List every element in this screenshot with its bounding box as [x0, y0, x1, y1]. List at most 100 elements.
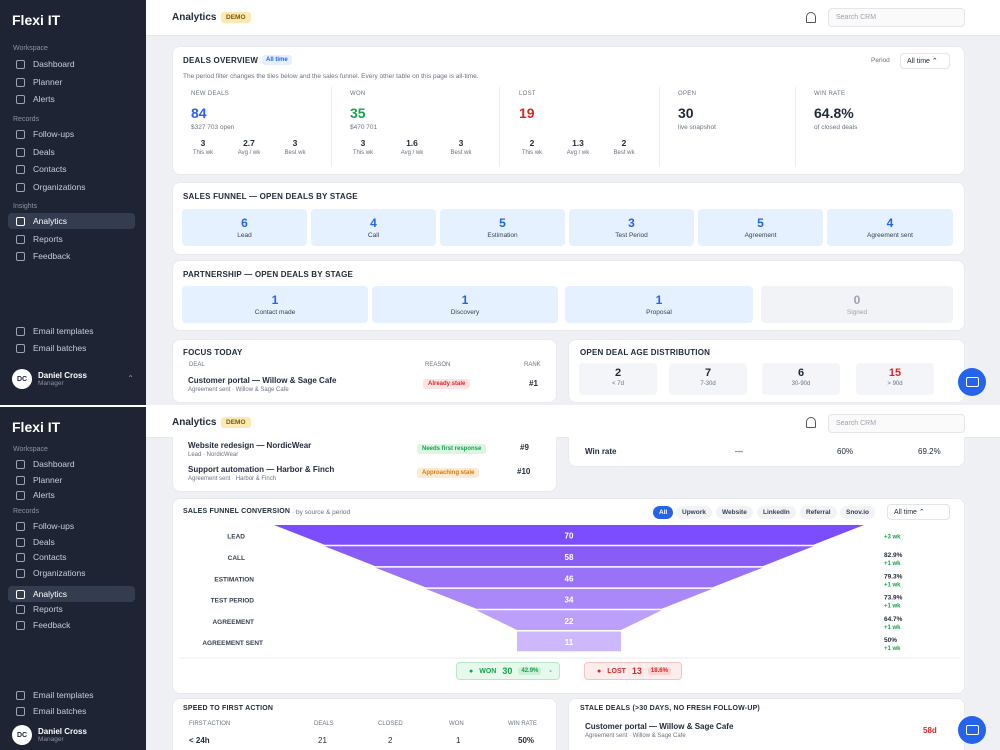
stage-tile-call[interactable]: 4 Call [311, 209, 436, 246]
sidebar-item-contacts[interactable]: Contacts [8, 161, 135, 177]
partnership-title: PARTNERSHIP — OPEN DEALS BY STAGE [183, 270, 354, 279]
bell-icon[interactable] [806, 12, 816, 23]
focus-rank: #1 [529, 379, 538, 388]
col-rank: RANK [524, 362, 541, 368]
home-icon [16, 459, 25, 469]
period-select[interactable]: All time ⌃ [900, 53, 950, 69]
col-won: WON [449, 721, 464, 727]
analytics-icon [16, 216, 25, 226]
chat-button[interactable] [958, 716, 986, 744]
sidebar-item-feedback[interactable]: Feedback [8, 248, 135, 264]
filter-linkedin[interactable]: LinkedIn [757, 506, 796, 519]
sidebar-item-alerts[interactable]: Alerts [8, 91, 135, 107]
conversion-period-select[interactable]: All time ⌃ [887, 504, 950, 520]
building-icon [16, 568, 25, 578]
deals-overview-card: DEALS OVERVIEW All time Period All time … [172, 46, 965, 175]
stage-tile-test-period[interactable]: 3 Test Period [569, 209, 694, 246]
speed-title: SPEED TO FIRST ACTION [183, 705, 274, 712]
sidebar-item-reports[interactable]: Reports [8, 231, 135, 247]
filter-all[interactable]: All [653, 506, 674, 519]
focus-rank: #9 [520, 443, 529, 452]
lost-avg-wk: 1.3 Avg / wk [566, 138, 590, 156]
speed-cell: 21 [318, 736, 327, 745]
user-menu[interactable]: DC Daniel Cross Manager ⌃ [8, 366, 138, 392]
source-table-card-continued: Win rate — 60% 69.2% [568, 437, 965, 467]
deal-icon [16, 147, 25, 157]
funnel-weekly-delta: +1 wk [884, 561, 901, 567]
partner-tile-signed[interactable]: 0 Signed [761, 286, 953, 323]
sidebar-item-organizations[interactable]: Organizations [8, 179, 135, 195]
building-icon [16, 182, 25, 192]
contacts-icon [16, 552, 25, 562]
col-deal: DEAL [189, 362, 205, 368]
sidebar: Flexi IT Workspace Dashboard Planner Ale… [0, 407, 146, 750]
funnel-conversion-card: SALES FUNNEL CONVERSION · by source & pe… [172, 498, 965, 694]
partner-tile-proposal[interactable]: 1 Proposal [565, 286, 753, 323]
sidebar-item-email-batches[interactable]: Email batches [8, 703, 135, 719]
funnel-value-label: 34 [565, 596, 574, 605]
stage-tile-lead[interactable]: 6 Lead [182, 209, 307, 246]
sidebar-item-email-templates[interactable]: Email templates [8, 323, 135, 339]
sales-stages-title: SALES FUNNEL — OPEN DEALS BY STAGE [183, 192, 358, 201]
stage-tile-agreement-sent[interactable]: 4 Agreement sent [827, 209, 953, 246]
stale-deal-link[interactable]: Customer portal — Willow & Sage Cafe [585, 722, 734, 731]
sidebar-item-planner[interactable]: Planner [8, 74, 135, 90]
filter-snovio[interactable]: Snov.io [840, 506, 875, 519]
speed-cell: 2 [388, 736, 393, 745]
sidebar-item-follow-ups[interactable]: Follow-ups [8, 518, 135, 534]
funnel-stage-label: AGREEMENT [212, 619, 254, 626]
sidebar-item-planner[interactable]: Planner [8, 472, 135, 488]
sidebar-item-feedback[interactable]: Feedback [8, 617, 135, 633]
funnel-conversion-pct: 73.9% [884, 595, 903, 602]
brand-logo: Flexi IT [12, 419, 61, 435]
funnel-stage-label: LEAD [227, 534, 245, 541]
focus-deal-link[interactable]: Support automation — Harbor & Finch [188, 465, 335, 474]
partner-tile-discovery[interactable]: 1 Discovery [372, 286, 558, 323]
calendar-icon [16, 77, 25, 87]
search-input[interactable]: Search CRM [828, 8, 965, 27]
user-menu[interactable]: DC Daniel Cross Manager [8, 722, 138, 748]
winrate-row-label: Win rate [585, 447, 617, 456]
new-this-wk: 3 This wk [192, 138, 214, 156]
age-distribution-card: OPEN DEAL AGE DISTRIBUTION 2 < 7d 7 7-30d … [568, 339, 965, 403]
search-input[interactable]: Search CRM [828, 414, 965, 433]
focus-today-card-continued: Website redesign — NordicWear Lead · Nor… [172, 437, 557, 492]
open-value: 30 [678, 105, 694, 121]
sidebar-item-deals[interactable]: Deals [8, 144, 135, 160]
sidebar-item-organizations[interactable]: Organizations [8, 565, 135, 581]
sidebar-item-analytics[interactable]: Analytics [8, 586, 135, 602]
sidebar-item-reports[interactable]: Reports [8, 601, 135, 617]
sidebar-item-analytics[interactable]: Analytics [8, 213, 135, 229]
filter-referral[interactable]: Referral [800, 506, 837, 519]
partner-tile-contact-made[interactable]: 1 Contact made [182, 286, 368, 323]
won-avg-wk: 1.6 Avg / wk [400, 138, 424, 156]
filter-website[interactable]: Website [716, 506, 753, 519]
age-bucket-under-7d: 2 < 7d [579, 363, 657, 395]
sidebar-item-deals[interactable]: Deals [8, 534, 135, 550]
sidebar-item-alerts[interactable]: Alerts [8, 487, 135, 503]
sidebar-item-follow-ups[interactable]: Follow-ups [8, 126, 135, 142]
alert-icon [16, 490, 25, 500]
focus-deal-link[interactable]: Website redesign — NordicWear [188, 441, 312, 450]
page-title: Analytics [172, 417, 217, 428]
bell-icon[interactable] [806, 417, 816, 428]
col-win-rate: WIN RATE [508, 721, 537, 727]
stage-tile-estimation[interactable]: 5 Estimation [440, 209, 565, 246]
won-best-wk: 3 Best wk [450, 138, 472, 156]
user-name: Daniel Cross [38, 727, 87, 736]
chat-button[interactable] [958, 368, 986, 396]
focus-deal-link[interactable]: Customer portal — Willow & Sage Cafe [188, 376, 337, 385]
sidebar-item-email-templates[interactable]: Email templates [8, 687, 135, 703]
sidebar-item-dashboard[interactable]: Dashboard [8, 56, 135, 72]
sidebar-item-contacts[interactable]: Contacts [8, 549, 135, 565]
top-screenshot: Flexi IT Workspace Dashboard Planner Ale… [0, 0, 1000, 405]
open-sub: live snapshot [678, 124, 716, 131]
sidebar-item-dashboard[interactable]: Dashboard [8, 456, 135, 472]
sales-stages-card: SALES FUNNEL — OPEN DEALS BY STAGE 6 Lead… [172, 182, 965, 255]
filter-upwork[interactable]: Upwork [676, 506, 712, 519]
section-records: Records [13, 508, 40, 515]
funnel-stage-label: CALL [228, 555, 245, 562]
section-records: Records [13, 116, 40, 123]
sidebar-item-email-batches[interactable]: Email batches [8, 340, 135, 356]
stage-tile-agreement[interactable]: 5 Agreement [698, 209, 823, 246]
